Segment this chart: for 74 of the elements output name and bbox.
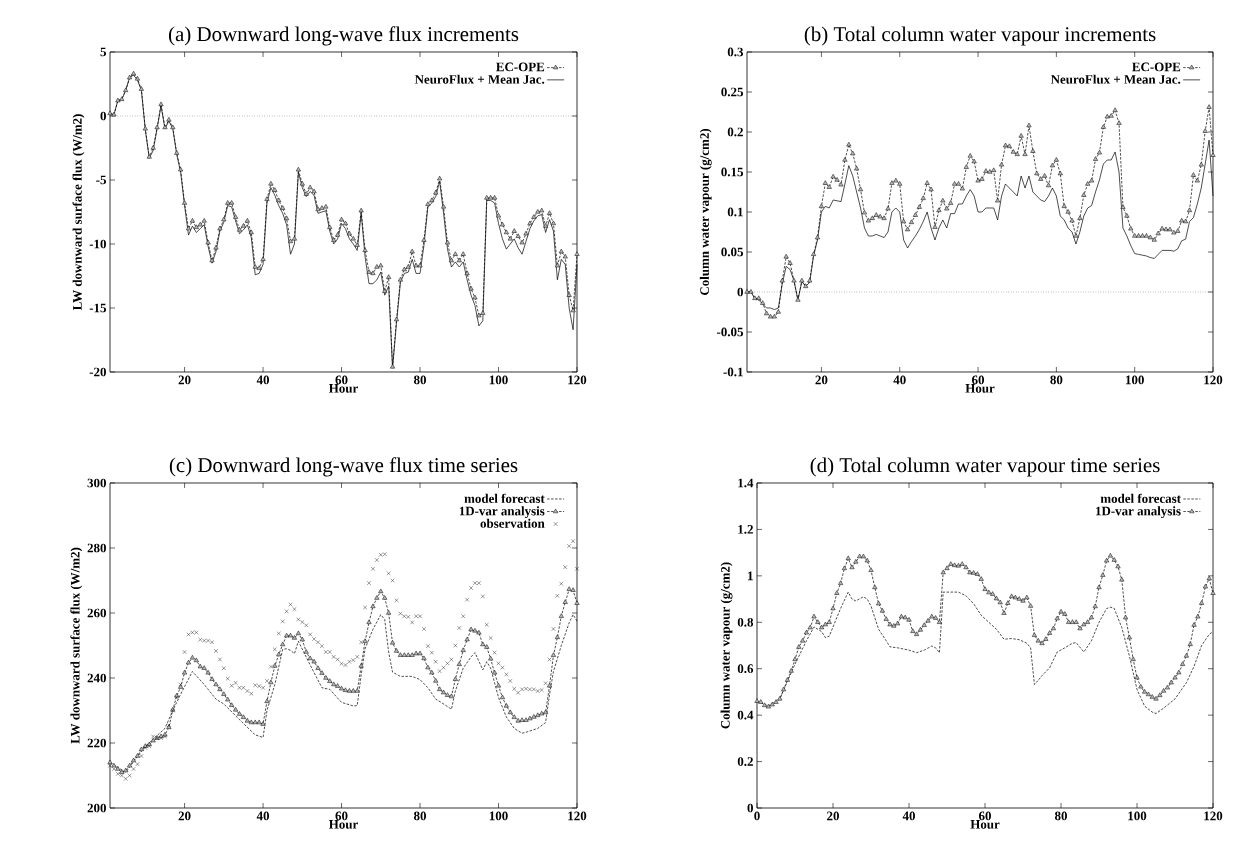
- y-tick-label: 1: [748, 571, 753, 581]
- y-tick-label: 0.15: [721, 167, 744, 177]
- y-tick-label: -10: [89, 239, 106, 249]
- y-tick-label: 0: [100, 111, 106, 121]
- x-tick-label: 120: [568, 375, 587, 385]
- y-tick-label: 0.4: [737, 710, 754, 720]
- x-tick-label: 40: [256, 375, 270, 385]
- chart-title: (b) Total column water vapour increments: [804, 26, 1156, 46]
- x-tick-label: 80: [1050, 375, 1063, 385]
- y-tick-label: -5: [96, 175, 106, 185]
- x-axis-title: Hour: [328, 820, 358, 829]
- x-tick-label: 80: [1054, 811, 1067, 821]
- y-axis-title: Column water vapour (g/cm2): [699, 128, 712, 295]
- legend-label: 1D-var analysis: [459, 506, 545, 519]
- y-tick-label: 240: [87, 673, 106, 683]
- legend-label: model forecast: [464, 493, 545, 503]
- x-tick-label: 120: [1204, 811, 1223, 821]
- y-tick-label: -0.1: [723, 367, 743, 377]
- y-tick-label: 0.25: [721, 87, 744, 97]
- y-tick-label: -0.05: [716, 327, 744, 337]
- x-tick-label: 20: [178, 375, 191, 385]
- x-tick-label: 40: [902, 811, 915, 821]
- y-tick-label: 260: [87, 608, 106, 618]
- x-tick-label: 100: [489, 375, 508, 385]
- x-tick-label: 80: [413, 375, 427, 385]
- legend-label: EC-OPE: [496, 62, 545, 72]
- x-tick-label: 120: [568, 811, 587, 821]
- legend-label: model forecast: [1100, 493, 1181, 503]
- y-tick-label: 0.3: [727, 47, 744, 57]
- y-tick-label: 1.2: [738, 525, 753, 534]
- x-axis-title: Hour: [970, 820, 1000, 829]
- legend-label: NeuroFlux + Mean Jac.: [1050, 74, 1181, 84]
- y-tick-label: 0.2: [727, 127, 743, 137]
- chart-title: (c) Downward long-wave flux time series: [169, 457, 518, 477]
- x-axis-title: Hour: [965, 384, 995, 393]
- x-tick-label: 40: [893, 375, 906, 385]
- y-tick-label: 0.1: [727, 207, 743, 217]
- legend-label: observation: [480, 518, 545, 528]
- y-tick-label: 1.4: [738, 478, 754, 488]
- x-tick-label: 80: [413, 811, 427, 821]
- y-tick-label: 0.05: [721, 247, 744, 257]
- y-axis-title: LW downward surface flux (W/m2): [72, 114, 85, 311]
- y-tick-label: 300: [87, 478, 106, 488]
- x-tick-label: 100: [1128, 811, 1147, 821]
- legend-label: 1D-var analysis: [1096, 506, 1181, 519]
- y-tick-label: 0: [737, 287, 743, 297]
- x-tick-label: 20: [827, 811, 839, 821]
- y-tick-label: 0.6: [737, 664, 754, 674]
- y-tick-label: 0.2: [737, 757, 753, 766]
- chart-title: (a) Downward long-wave flux increments: [168, 26, 519, 46]
- y-tick-label: -20: [89, 367, 106, 377]
- x-tick-label: 20: [178, 811, 191, 821]
- x-tick-label: 100: [1126, 375, 1144, 385]
- y-tick-label: 0: [747, 803, 753, 813]
- chart-title: (d) Total column water vapour time series: [810, 457, 1160, 477]
- y-tick-label: 5: [100, 47, 106, 57]
- y-tick-label: 200: [87, 803, 106, 813]
- legend-label: EC-OPE: [1132, 62, 1181, 72]
- y-tick-label: 220: [87, 738, 106, 748]
- x-tick-label: 40: [256, 811, 270, 821]
- y-tick-label: 280: [87, 543, 106, 553]
- y-tick-label: -15: [89, 303, 107, 313]
- x-axis-title: Hour: [328, 384, 358, 393]
- x-tick-label: 60: [978, 811, 991, 821]
- x-tick-label: 60: [335, 811, 348, 821]
- legend-label: NeuroFlux + Mean Jac.: [414, 74, 545, 84]
- x-tick-label: 100: [489, 811, 508, 821]
- x-tick-label: 60: [972, 375, 985, 385]
- y-tick-label: 0.8: [737, 617, 754, 627]
- x-tick-label: 60: [335, 375, 348, 385]
- x-tick-label: 20: [815, 375, 828, 385]
- x-tick-label: 120: [1204, 375, 1223, 385]
- y-axis-title: LW downward surface flux (W/m2): [70, 547, 83, 744]
- y-axis-title: Column water vapour (g/cm2): [720, 562, 733, 729]
